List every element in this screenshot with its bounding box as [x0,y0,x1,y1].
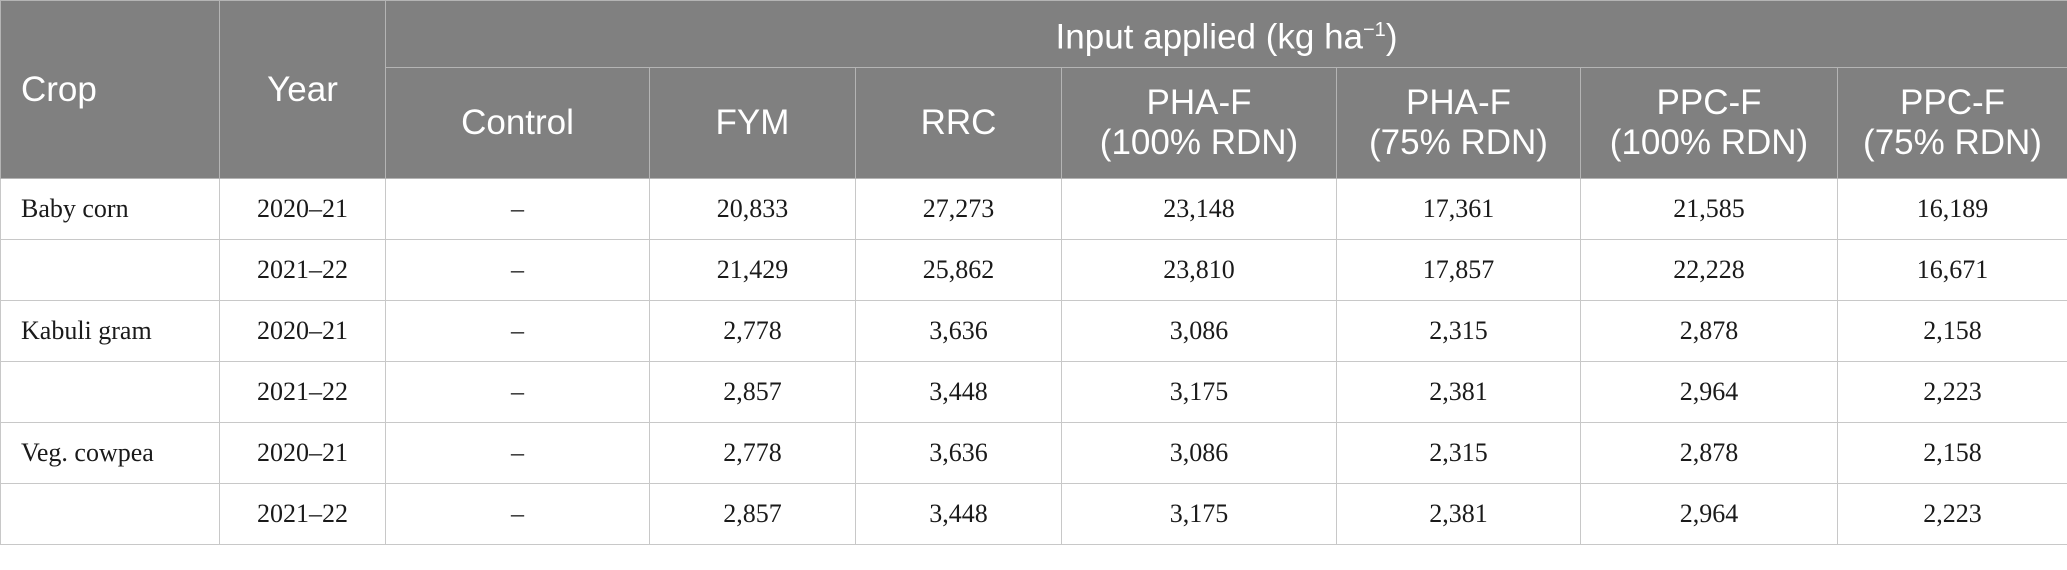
header-ppc-f-75: PPC-F (75% RDN) [1836,67,2067,179]
value-cell: 3,636 [855,422,1062,484]
value-cell: 23,148 [1061,178,1337,240]
table-row: 2021–22 – 21,429 25,862 23,810 17,857 22… [0,239,2067,301]
header-input-applied: Input applied (kg ha−1) [384,0,2067,68]
value-cell: 17,361 [1336,178,1581,240]
value-cell: 20,833 [649,178,856,240]
table-row: Baby corn 2020–21 – 20,833 27,273 23,148… [0,178,2067,240]
value-cell: 3,636 [855,300,1062,362]
crop-cell [0,361,220,423]
header-input-prefix: Input applied (kg ha [1055,17,1363,57]
header-ppc-f-100: PPC-F (100% RDN) [1580,67,1838,179]
value-cell: 2,964 [1580,483,1838,545]
value-cell: 27,273 [855,178,1062,240]
header-rrc: RRC [855,67,1062,179]
value-cell: 23,810 [1061,239,1337,301]
value-cell: – [385,361,650,423]
value-cell: 2,778 [649,422,856,484]
table-row: 2021–22 – 2,857 3,448 3,175 2,381 2,964 … [0,361,2067,423]
value-cell: 2,381 [1336,361,1581,423]
header-col-line2: (100% RDN) [1609,123,1809,162]
table-row: Veg. cowpea 2020–21 – 2,778 3,636 3,086 … [0,422,2067,484]
value-cell: 2,223 [1836,483,2067,545]
value-cell: 21,585 [1580,178,1838,240]
header-fym: FYM [649,67,856,179]
value-cell: 3,448 [855,361,1062,423]
header-col-line2: (75% RDN) [1369,123,1548,162]
value-cell: 2,964 [1580,361,1838,423]
header-row-columns: Control FYM RRC PHA-F (100% RDN) PHA-F (75… [1,67,2067,179]
value-cell: 16,671 [1836,239,2067,301]
header-col-line1: PPC-F [1656,83,1762,122]
crop-cell: Veg. cowpea [0,422,220,484]
header-col-line1: FYM [715,103,790,142]
value-cell: 2,857 [649,361,856,423]
value-cell: – [385,483,650,545]
value-cell: 2,778 [649,300,856,362]
table-row: 2021–22 – 2,857 3,448 3,175 2,381 2,964 … [0,483,2067,545]
value-cell: 3,175 [1061,361,1337,423]
value-cell: – [385,422,650,484]
header-col-line2: (100% RDN) [1099,123,1299,162]
value-cell: 2,223 [1836,361,2067,423]
table-row: Kabuli gram 2020–21 – 2,778 3,636 3,086 … [0,300,2067,362]
value-cell: 2,857 [649,483,856,545]
value-cell: – [385,300,650,362]
header-pha-f-100: PHA-F (100% RDN) [1061,67,1337,179]
header-col-line1: PPC-F [1900,83,2006,122]
year-cell: 2021–22 [219,361,386,423]
year-cell: 2020–21 [219,178,386,240]
value-cell: 2,158 [1836,300,2067,362]
value-cell: 25,862 [855,239,1062,301]
value-cell: – [385,239,650,301]
crop-cell [0,483,220,545]
crop-cell: Kabuli gram [0,300,220,362]
value-cell: 2,878 [1580,422,1838,484]
crop-cell: Baby corn [0,178,220,240]
header-crop: Crop [0,0,220,179]
value-cell: 16,189 [1836,178,2067,240]
value-cell: 2,315 [1336,300,1581,362]
value-cell: 17,857 [1336,239,1581,301]
year-cell: 2020–21 [219,422,386,484]
value-cell: 2,381 [1336,483,1581,545]
header-row-group: Crop Year Input applied (kg ha−1) [0,0,2067,179]
table-body: Baby corn 2020–21 – 20,833 27,273 23,148… [0,178,2067,545]
value-cell: 2,158 [1836,422,2067,484]
header-pha-f-75: PHA-F (75% RDN) [1336,67,1581,179]
table-header: Crop Year Input applied (kg ha−1) Contro… [0,0,2067,179]
value-cell: 22,228 [1580,239,1838,301]
value-cell: 3,086 [1061,300,1337,362]
value-cell: 3,086 [1061,422,1337,484]
year-cell: 2021–22 [219,483,386,545]
header-control: Control [385,67,650,179]
value-cell: – [385,178,650,240]
header-col-line1: Control [461,103,574,142]
year-cell: 2021–22 [219,239,386,301]
value-cell: 2,878 [1580,300,1838,362]
header-col-line1: PHA-F [1406,83,1511,122]
header-col-line1: RRC [920,103,997,142]
header-year: Year [219,0,386,179]
input-applied-table: Crop Year Input applied (kg ha−1) Contro… [0,0,2067,545]
crop-cell [0,239,220,301]
header-col-line2: (75% RDN) [1863,123,2042,162]
value-cell: 3,448 [855,483,1062,545]
header-input-suffix: ) [1385,17,1398,57]
header-input-unit-exponent: −1 [1363,19,1386,42]
header-col-line1: PHA-F [1146,83,1252,122]
value-cell: 21,429 [649,239,856,301]
value-cell: 2,315 [1336,422,1581,484]
year-cell: 2020–21 [219,300,386,362]
value-cell: 3,175 [1061,483,1337,545]
